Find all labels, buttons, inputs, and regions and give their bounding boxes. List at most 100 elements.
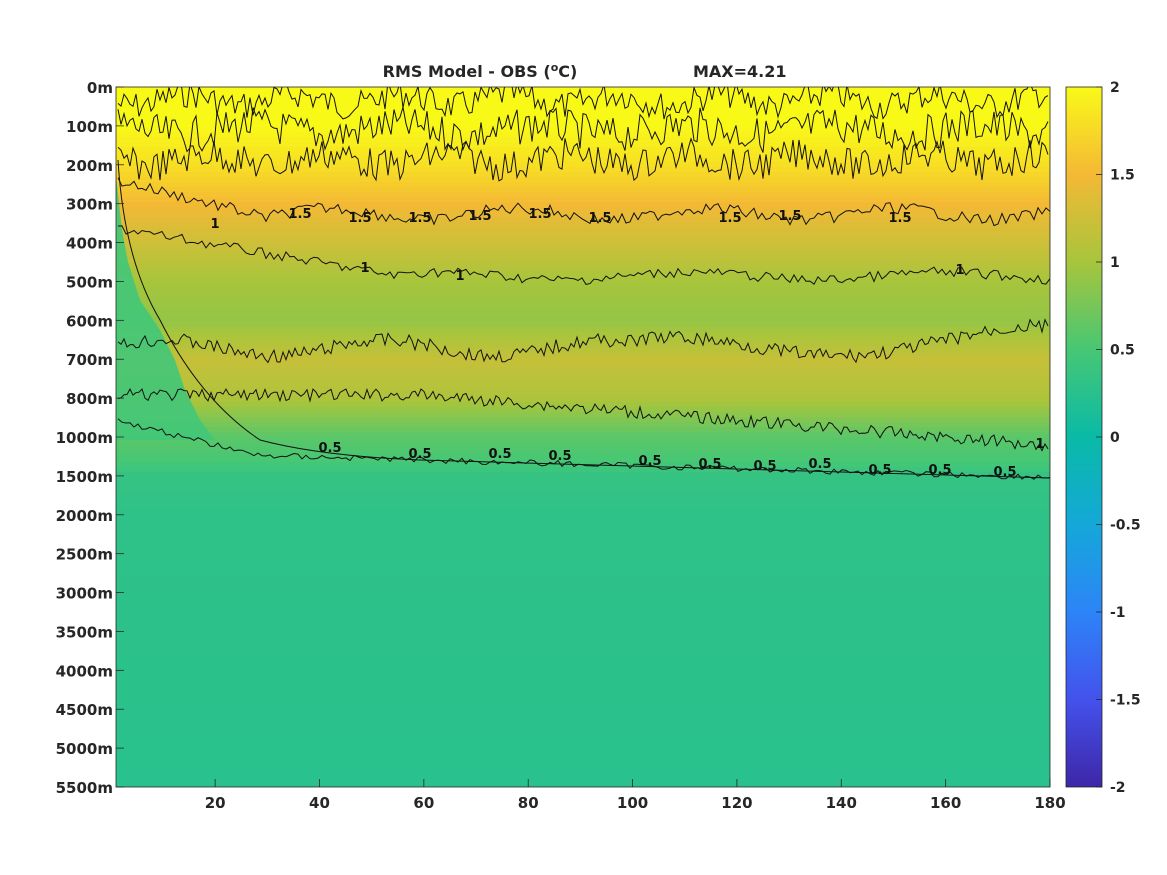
heatmap-band (116, 767, 1050, 773)
heatmap-band (116, 532, 1050, 538)
contour-label: 0.5 (993, 465, 1016, 480)
contour-label: 1 (955, 263, 964, 278)
contour-label: 1.5 (718, 211, 741, 226)
contour-label: 1.5 (888, 211, 911, 226)
heatmap-band (116, 577, 1050, 583)
y-tick-label: 700m (66, 351, 113, 369)
heatmap-band (116, 427, 1050, 433)
y-tick-label: 1000m (56, 429, 113, 447)
contour-label: 1 (210, 217, 219, 232)
heatmap-band (116, 777, 1050, 783)
heatmap-band (116, 317, 1050, 323)
y-tick-label: 100m (66, 118, 113, 136)
heatmap-wedge (116, 175, 215, 440)
contour-labels: 1.5 1.5 1.5 1.5 1.5 1.5 1.5 1.5 1.5 1 1 1 1 1 0.5 0.5 0.… (210, 207, 1044, 480)
heatmap-band (116, 372, 1050, 378)
heatmap-band (116, 487, 1050, 493)
heatmap-band (116, 232, 1050, 238)
heatmap-band (116, 552, 1050, 558)
heatmap-band (116, 272, 1050, 278)
heatmap-band (116, 702, 1050, 708)
heatmap-band (116, 402, 1050, 408)
y-tick-label: 600m (66, 312, 113, 330)
heatmap-band (116, 687, 1050, 693)
contour-label: 1.5 (588, 211, 611, 226)
heatmap-band (116, 332, 1050, 338)
heatmap-band (116, 252, 1050, 258)
heatmap-band (116, 292, 1050, 298)
heatmap-band (116, 707, 1050, 713)
heatmap-band (116, 772, 1050, 778)
y-tick-label: 2000m (56, 507, 113, 525)
colorbar-tick-label: -1.5 (1110, 693, 1141, 709)
heatmap-band (116, 452, 1050, 458)
contour-line (117, 137, 1049, 182)
heatmap-band (116, 547, 1050, 553)
x-tick-label: 20 (205, 794, 226, 812)
heatmap-band (116, 497, 1050, 503)
heatmap-band (116, 262, 1050, 268)
contour-label: 1 (455, 269, 464, 284)
heatmap-band (116, 257, 1050, 263)
heatmap-band (116, 222, 1050, 228)
contour-label: 0.5 (928, 463, 951, 478)
heatmap-band (116, 307, 1050, 313)
heatmap-band (116, 612, 1050, 618)
heatmap-band (116, 162, 1050, 168)
y-tick-label: 400m (66, 235, 113, 253)
max-label: MAX=4.21 (693, 62, 787, 81)
heatmap-band (116, 177, 1050, 183)
heatmap-band (116, 242, 1050, 248)
heatmap-band (116, 757, 1050, 763)
heatmap-band (116, 207, 1050, 213)
heatmap-band (116, 667, 1050, 673)
heatmap-band (116, 302, 1050, 308)
heatmap-area (116, 87, 1050, 787)
heatmap-band (116, 747, 1050, 753)
heatmap-band (116, 567, 1050, 573)
heatmap-band (116, 517, 1050, 523)
contour-label: 1.5 (288, 207, 311, 222)
x-tick-label: 100 (617, 794, 648, 812)
heatmap-band (116, 267, 1050, 273)
heatmap-band (116, 147, 1050, 153)
heatmap-band (116, 337, 1050, 343)
heatmap-band (116, 537, 1050, 543)
colorbar-tick-label: 1 (1110, 255, 1120, 271)
colorbar-tick-label: -1 (1110, 605, 1126, 621)
heatmap-band (116, 627, 1050, 633)
heatmap-band (116, 247, 1050, 253)
heatmap-band (116, 237, 1050, 243)
colorbar-tick-label: -2 (1110, 780, 1126, 796)
heatmap-band (116, 397, 1050, 403)
heatmap-band (116, 677, 1050, 683)
contour-label: 0.5 (318, 441, 341, 456)
heatmap-band (116, 127, 1050, 133)
x-tick-label: 120 (721, 794, 752, 812)
heatmap-band (116, 622, 1050, 628)
heatmap-band (116, 132, 1050, 138)
contour-label: 1.5 (408, 211, 431, 226)
heatmap-band (116, 282, 1050, 288)
heatmap-band (116, 457, 1050, 463)
contour-label: 1.5 (348, 211, 371, 226)
contour-line (117, 159, 1050, 479)
heatmap-band (116, 762, 1050, 768)
contour-label: 0.5 (808, 457, 831, 472)
y-tick-label: 1500m (56, 468, 113, 486)
heatmap-band (116, 647, 1050, 653)
x-tick-label: 60 (413, 794, 434, 812)
x-tick-label: 80 (518, 794, 539, 812)
contour-line (117, 387, 1049, 452)
heatmap-band (116, 752, 1050, 758)
contour-label: 1 (360, 261, 369, 276)
heatmap-band (116, 592, 1050, 598)
heatmap-band (116, 297, 1050, 303)
heatmap-band (116, 122, 1050, 128)
heatmap-band (116, 227, 1050, 233)
y-tick-label: 2500m (56, 546, 113, 564)
heatmap-band (116, 472, 1050, 478)
y-axis: 0m 100m 200m 300m 400m 500m 600m 700m 800m 1000m 1… (56, 79, 124, 797)
contour-label: 1.5 (778, 209, 801, 224)
y-tick-label: 3000m (56, 585, 113, 603)
